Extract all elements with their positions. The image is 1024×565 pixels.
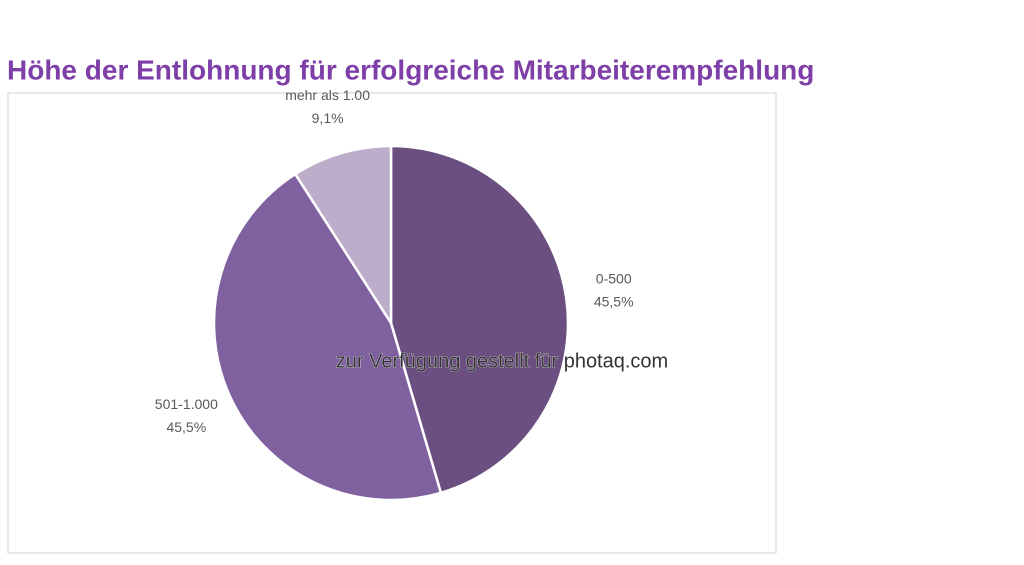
watermark: zur Verfügung gestellt für photaq.com xyxy=(336,350,668,372)
chart-title: Höhe der Entlohnung für erfolgreiche Mit… xyxy=(7,54,814,85)
pie-slice xyxy=(293,144,393,328)
pie-slice xyxy=(389,144,570,495)
slice-value-label: 9,1% xyxy=(312,110,344,126)
slice-value-label: 45,5% xyxy=(166,419,206,435)
slice-label: 501-1.000 xyxy=(155,396,218,412)
slice-label: mehr als 1.00 xyxy=(285,87,370,103)
slice-value-label: 45,5% xyxy=(594,294,634,310)
pie-slice xyxy=(212,172,443,502)
pie xyxy=(212,144,570,502)
slice-label: 0-500 xyxy=(596,271,632,287)
